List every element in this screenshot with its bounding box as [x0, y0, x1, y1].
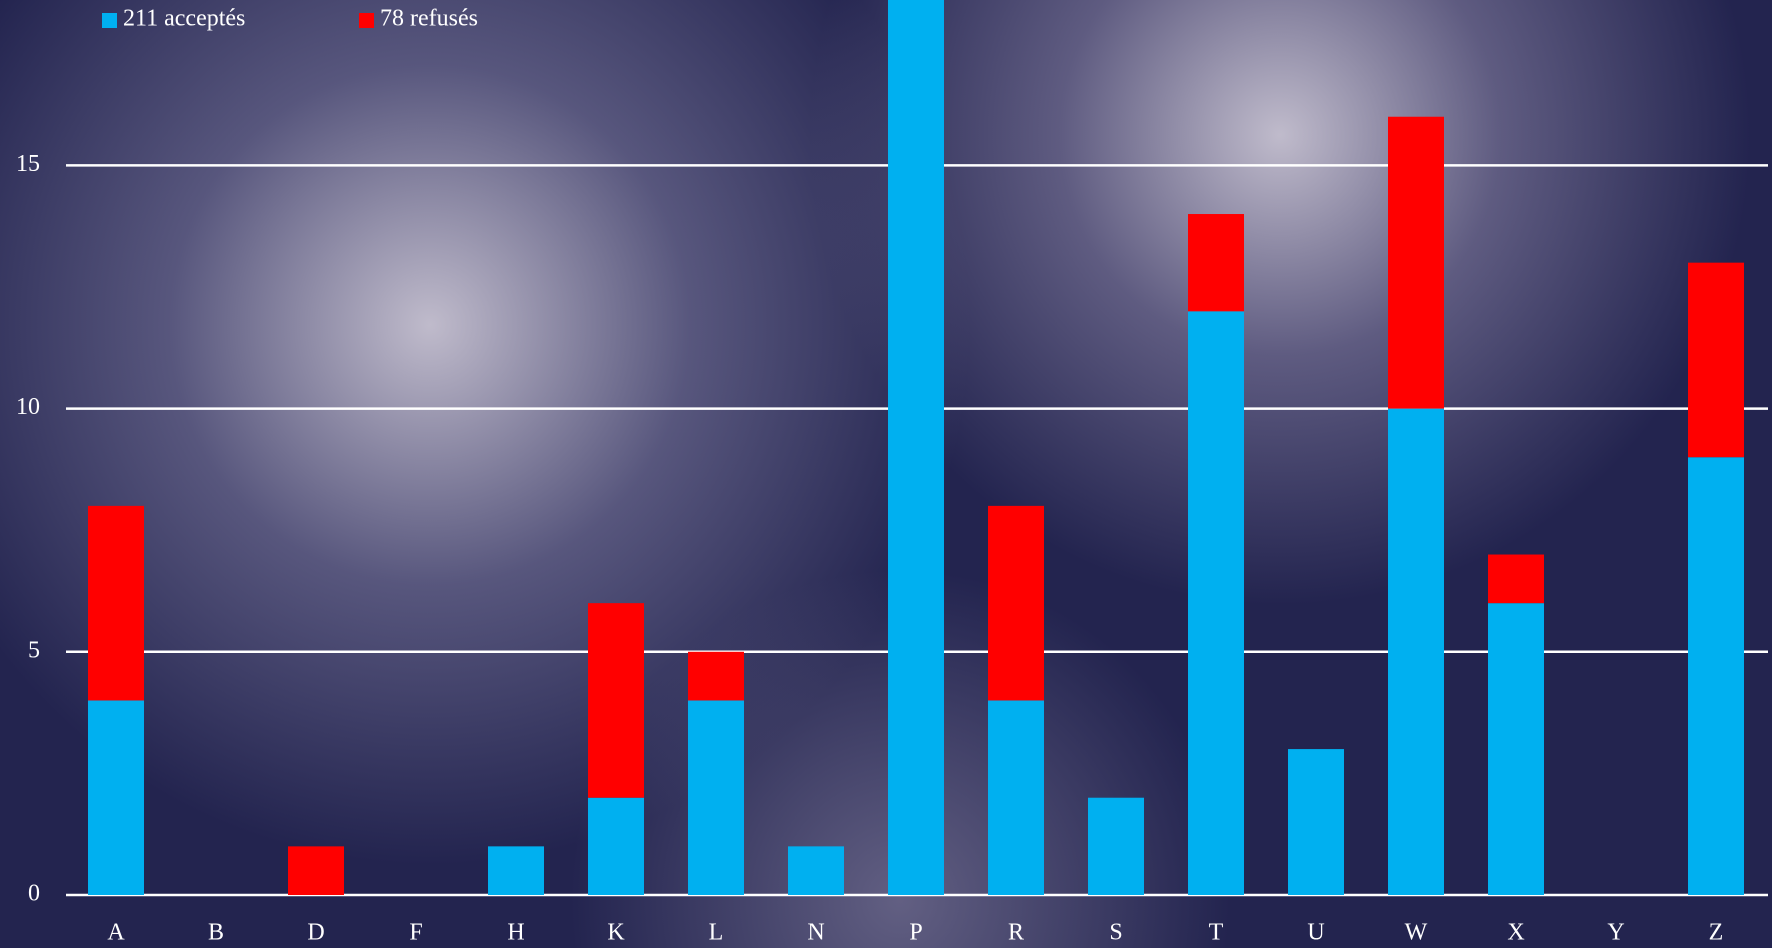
x-tick-label: Z — [1709, 920, 1724, 946]
x-tick-label: R — [1008, 920, 1024, 946]
bar-segment — [1188, 214, 1244, 312]
bar-segment — [1488, 603, 1544, 895]
x-tick-label: U — [1307, 920, 1324, 946]
bar-segment — [1488, 554, 1544, 604]
bar-segment — [1188, 311, 1244, 896]
bar-segment — [588, 603, 644, 798]
legend-label: 78 refusés — [380, 6, 478, 32]
bar-segment — [288, 846, 344, 895]
bar-segment — [1388, 116, 1444, 409]
x-tick-label: T — [1209, 920, 1224, 946]
bar-segment — [1288, 749, 1344, 895]
bar-segment — [988, 700, 1044, 895]
bar-segment — [688, 700, 744, 895]
x-tick-label: Y — [1607, 920, 1624, 946]
x-tick-label: W — [1405, 920, 1428, 946]
x-tick-label: B — [208, 920, 224, 946]
x-tick-label: L — [709, 920, 724, 946]
y-tick-label: 15 — [16, 151, 40, 177]
bar-segment — [488, 846, 544, 895]
x-tick-label: K — [607, 920, 625, 946]
x-tick-label: F — [409, 920, 422, 946]
x-tick-label: X — [1507, 920, 1524, 946]
bar-segment — [88, 505, 144, 701]
bar-segment — [588, 797, 644, 895]
x-tick-label: N — [807, 920, 824, 946]
bar-segment — [1688, 262, 1744, 458]
legend-swatch — [359, 13, 374, 28]
legend-label: 211 acceptés — [123, 6, 245, 32]
x-tick-label: P — [909, 920, 922, 946]
bar-segment — [688, 651, 744, 701]
bar-segment — [888, 0, 944, 895]
x-tick-label: D — [307, 920, 324, 946]
x-tick-label: H — [507, 920, 524, 946]
x-tick-label: S — [1109, 920, 1122, 946]
bar-segment — [1088, 797, 1144, 895]
bar-segment — [1688, 457, 1744, 895]
bar-segment — [788, 846, 844, 895]
bar-segment — [88, 700, 144, 895]
y-tick-label: 10 — [16, 394, 40, 420]
bar-segment — [1388, 408, 1444, 895]
y-tick-label: 0 — [28, 881, 40, 907]
legend-swatch — [102, 13, 117, 28]
bar-segment — [988, 505, 1044, 701]
x-tick-label: A — [107, 920, 125, 946]
y-tick-label: 5 — [28, 637, 40, 663]
